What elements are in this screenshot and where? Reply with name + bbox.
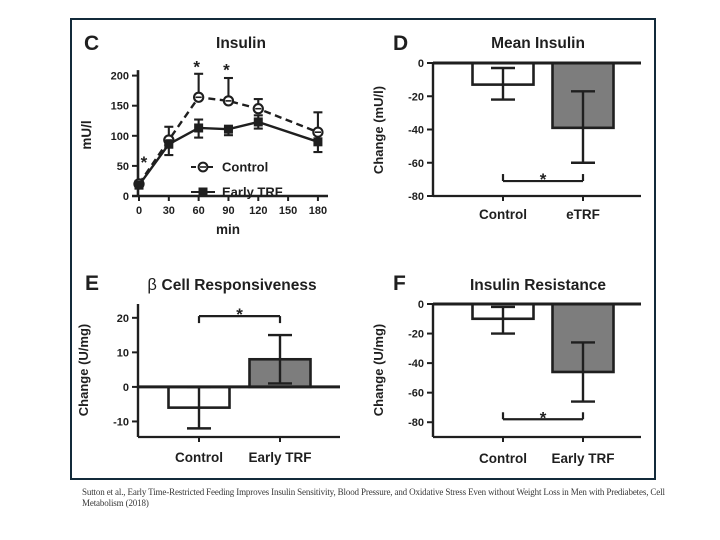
y-axis-label: mU/l — [79, 120, 94, 149]
y-tick-label: 10 — [117, 347, 129, 359]
category-label: Early TRF — [551, 451, 614, 466]
x-tick-label: 0 — [136, 205, 142, 217]
legend-label: Early TRF — [222, 185, 283, 200]
panel-letter: C — [84, 32, 99, 55]
category-label: Control — [479, 451, 527, 466]
figure-frame: 0 50 100 150 200 0 30 60 90 120 150 180 min mU/l Contr… — [70, 18, 656, 480]
y-tick-label: 100 — [111, 131, 129, 143]
caption-line-2: Metabolism (2018) — [82, 498, 149, 508]
y-axis-label: Change (U/mg) — [371, 324, 386, 416]
y-tick-label: -20 — [408, 91, 424, 103]
y-tick-label: 0 — [123, 191, 129, 203]
y-axis-label: Change (U/mg) — [76, 324, 91, 416]
marker-filled-square — [313, 137, 323, 147]
y-tick-label: 0 — [123, 382, 129, 394]
legend-filled-square-icon — [198, 187, 208, 197]
series-line-control — [138, 95, 319, 185]
y-tick-label: -60 — [408, 388, 424, 400]
chart-title: Mean Insulin — [491, 35, 585, 52]
marker-filled-square — [164, 139, 174, 149]
x-axis-label: min — [216, 222, 240, 237]
y-tick-label: 150 — [111, 101, 129, 113]
y-tick-label: -60 — [408, 158, 424, 170]
caption-line-1: Sutton et al., Early Time-Restricted Fee… — [82, 487, 665, 497]
x-tick-label: 30 — [163, 205, 175, 217]
x-tick-label: 90 — [222, 205, 234, 217]
sig-asterisk: * — [141, 153, 148, 172]
y-tick-label: -10 — [113, 416, 129, 428]
category-label: Control — [175, 450, 223, 465]
x-tick-label: 180 — [309, 205, 327, 217]
series-line-early-trf — [138, 120, 319, 186]
sig-asterisk: * — [236, 305, 243, 324]
x-tick-label: 60 — [193, 205, 205, 217]
marker-filled-square — [253, 117, 263, 127]
y-axis-label: Change (mU/l) — [371, 86, 386, 174]
panel-letter: E — [85, 272, 99, 295]
chart-title: Insulin Resistance — [470, 277, 606, 294]
y-tick-label: -80 — [408, 417, 424, 429]
y-tick-label: 20 — [117, 313, 129, 325]
panel-letter: F — [393, 272, 406, 295]
y-tick-label: -80 — [408, 191, 424, 203]
panel-letter: D — [393, 32, 408, 55]
category-label: Control — [479, 207, 527, 222]
chart-title: β Cell Responsiveness — [147, 276, 316, 294]
y-tick-label: 0 — [418, 299, 424, 311]
chart-title: Insulin — [216, 35, 266, 52]
sig-asterisk: * — [540, 170, 547, 189]
panel-f-insulin-resistance-bar-chart: 0 -20 -40 -60 -80 Control Early TRF * Change (U/… — [371, 272, 641, 466]
category-label: eTRF — [566, 207, 600, 222]
y-tick-label: -40 — [408, 125, 424, 137]
figure-caption: Sutton et al., Early Time-Restricted Fee… — [82, 487, 682, 509]
y-tick-label: -20 — [408, 329, 424, 341]
panel-e-beta-cell-responsiveness-bar-chart: 20 10 0 -10 Control Early TRF * Change (U/mg) β … — [76, 272, 340, 465]
x-tick-label: 120 — [249, 205, 267, 217]
marker-filled-square — [194, 123, 204, 133]
y-tick-label: 200 — [111, 71, 129, 83]
sig-asterisk: * — [223, 60, 230, 79]
panel-c-insulin-line-chart: 0 50 100 150 200 0 30 60 90 120 150 180 min mU/l Contr… — [79, 32, 328, 237]
sig-asterisk: * — [193, 57, 200, 76]
x-tick-label: 150 — [279, 205, 297, 217]
panel-d-mean-insulin-bar-chart: 0 -20 -40 -60 -80 Control eTRF * Change (mU/l) Me… — [371, 32, 641, 222]
legend-label: Control — [222, 160, 268, 175]
marker-filled-square — [223, 124, 233, 134]
y-tick-label: 50 — [117, 161, 129, 173]
y-tick-label: 0 — [418, 58, 424, 70]
marker-filled-square — [134, 180, 144, 190]
y-tick-label: -40 — [408, 358, 424, 370]
sig-asterisk: * — [540, 408, 547, 427]
category-label: Early TRF — [248, 450, 311, 465]
